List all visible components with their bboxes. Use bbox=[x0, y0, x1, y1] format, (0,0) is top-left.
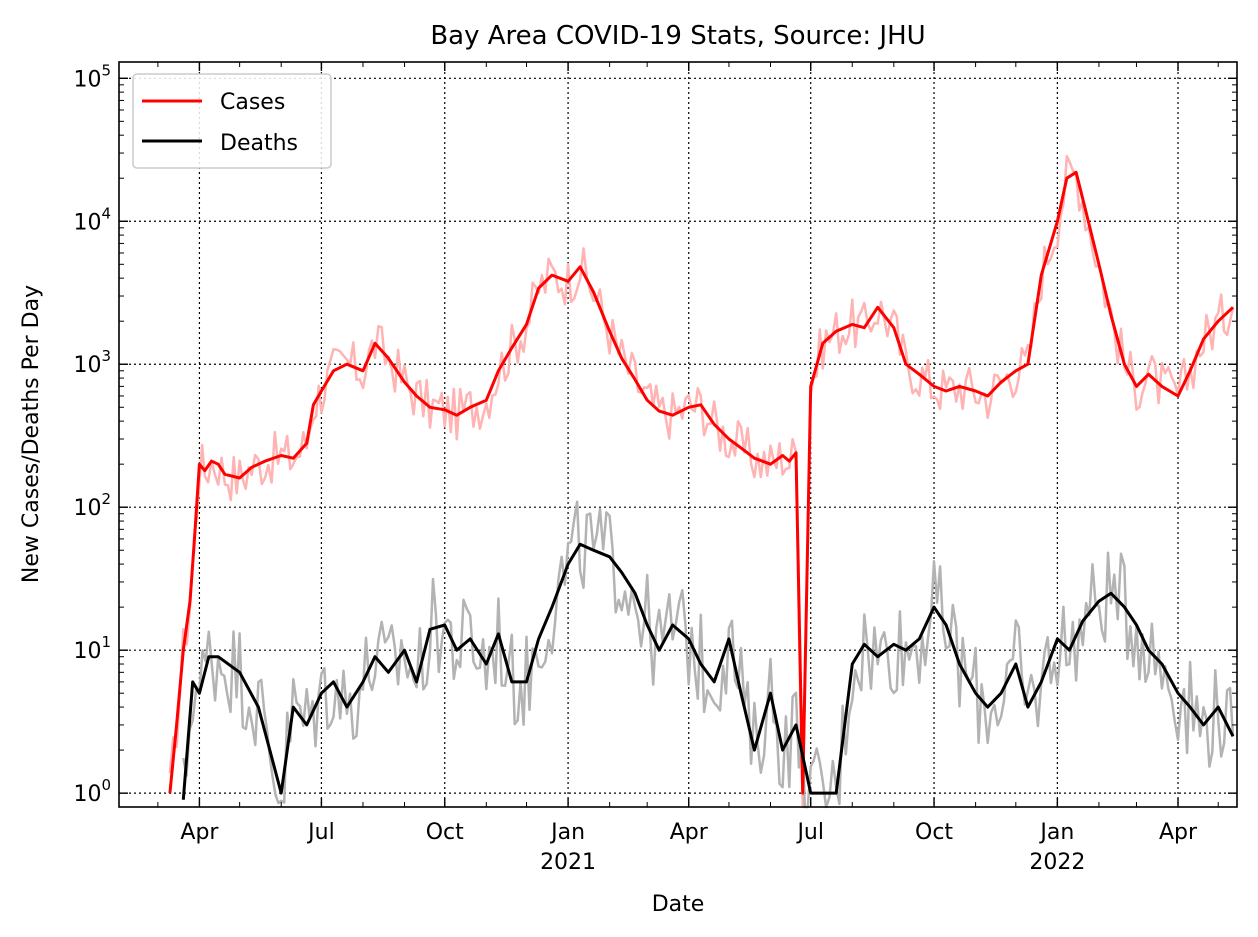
y-tick-base: 10 bbox=[73, 639, 101, 664]
y-tick-label: 103 bbox=[73, 347, 111, 378]
series-line-cases bbox=[168, 170, 1235, 795]
chart-title: Bay Area COVID-19 Stats, Source: JHU bbox=[430, 21, 925, 51]
x-tick-label: Oct bbox=[915, 820, 953, 845]
y-tick-label: 102 bbox=[73, 490, 111, 521]
x-tick-label: Apr bbox=[670, 820, 709, 845]
y-tick-exponent: 3 bbox=[101, 347, 111, 365]
y-tick-label: 105 bbox=[73, 61, 111, 92]
x-tick-year-label: 2022 bbox=[1029, 850, 1085, 875]
y-tick-label: 104 bbox=[73, 204, 111, 235]
y-tick-base: 10 bbox=[73, 67, 101, 92]
raw-series-cases bbox=[168, 154, 1235, 809]
series-line-deaths bbox=[181, 542, 1235, 800]
y-axis-label: New Cases/Deaths Per Day bbox=[19, 285, 44, 583]
y-tick-exponent: 5 bbox=[101, 61, 111, 79]
x-tick-label: Jan bbox=[549, 820, 585, 845]
y-tick-base: 10 bbox=[73, 353, 101, 378]
x-axis-label: Date bbox=[652, 892, 705, 917]
x-tick-label: Jul bbox=[795, 820, 824, 845]
y-tick-exponent: 2 bbox=[101, 490, 111, 508]
y-tick-base: 10 bbox=[73, 496, 101, 521]
plot-frame bbox=[118, 61, 1238, 808]
raw-data-layer bbox=[168, 154, 1235, 809]
legend-label-deaths: Deaths bbox=[220, 131, 298, 156]
y-tick-base: 10 bbox=[73, 782, 101, 807]
legend-box bbox=[132, 73, 332, 169]
legend-label-cases: Cases bbox=[220, 90, 285, 115]
raw-series-deaths bbox=[182, 500, 1235, 809]
y-tick-label: 100 bbox=[73, 776, 111, 807]
legend: Cases Deaths bbox=[132, 73, 332, 169]
x-tick-label: Jul bbox=[306, 820, 335, 845]
x-tick-year-label: 2021 bbox=[540, 850, 596, 875]
y-tick-base: 10 bbox=[73, 210, 101, 235]
x-tick-label: Oct bbox=[426, 820, 464, 845]
x-tick-label: Apr bbox=[180, 820, 219, 845]
y-tick-exponent: 1 bbox=[101, 633, 111, 651]
y-tick-label: 101 bbox=[73, 633, 111, 664]
y-tick-exponent: 0 bbox=[101, 776, 111, 794]
x-tick-label: Apr bbox=[1159, 820, 1198, 845]
x-tick-label: Jan bbox=[1038, 820, 1074, 845]
y-tick-exponent: 4 bbox=[101, 204, 111, 222]
series-layer bbox=[168, 170, 1235, 800]
